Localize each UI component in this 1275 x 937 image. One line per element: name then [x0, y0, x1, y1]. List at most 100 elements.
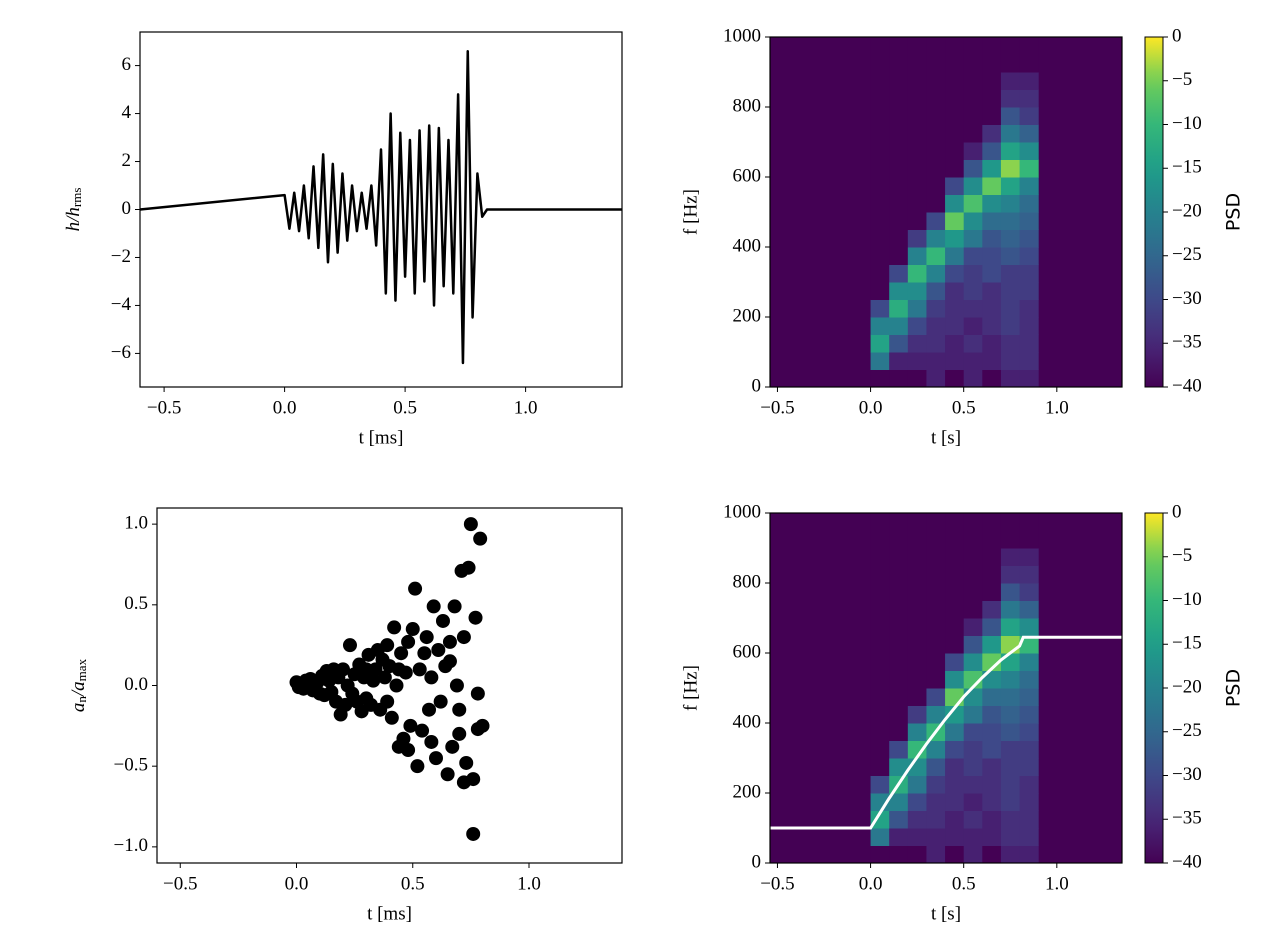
cell [945, 317, 965, 335]
cell [1000, 72, 1021, 90]
x-tick-label: −0.5 [163, 873, 197, 894]
cell [945, 618, 965, 636]
cell [870, 369, 890, 387]
cell [926, 653, 946, 671]
cell [907, 369, 927, 387]
cell [963, 653, 983, 671]
cell [1019, 282, 1039, 300]
cell [907, 583, 927, 601]
cell [982, 600, 1002, 619]
x-tick-label: 0.0 [859, 397, 883, 418]
cell [889, 264, 909, 283]
cell [870, 600, 890, 619]
point [394, 646, 409, 661]
point [424, 734, 439, 749]
point [342, 638, 357, 653]
point [431, 643, 446, 657]
x-tick-label: 1.0 [517, 873, 541, 894]
cell [926, 247, 946, 265]
cell [945, 72, 965, 90]
cell [1000, 89, 1021, 108]
x-axis-label: t [ms] [367, 903, 412, 924]
point [445, 739, 460, 754]
cell [870, 688, 890, 706]
cell [1019, 793, 1039, 811]
cell [982, 369, 1002, 387]
cell [889, 600, 909, 619]
cell [907, 618, 927, 636]
cell [982, 54, 1002, 73]
cell [963, 828, 983, 846]
point [452, 726, 467, 741]
cell [889, 317, 909, 335]
cell [1019, 530, 1039, 549]
cell [907, 653, 927, 671]
cell [889, 583, 909, 601]
cell [963, 530, 983, 549]
cell [926, 845, 946, 863]
y-tick-label: 600 [733, 641, 762, 662]
point [384, 710, 399, 725]
cell [907, 530, 927, 549]
point [417, 646, 432, 661]
cell [963, 600, 983, 619]
cell [945, 89, 965, 108]
y-axis-label: h/hrms [63, 188, 84, 232]
cell [1019, 758, 1039, 776]
cell [963, 723, 983, 741]
y-tick-label: 0 [752, 851, 762, 872]
point [426, 599, 441, 614]
cell [870, 159, 890, 178]
cell [870, 282, 890, 300]
cell [1019, 72, 1039, 90]
cell [963, 369, 983, 387]
cell [1000, 212, 1021, 230]
cell [926, 264, 946, 283]
cell [982, 282, 1002, 300]
y-axis-label: f [Hz] [680, 189, 701, 235]
cell [1000, 618, 1021, 636]
cell [870, 513, 890, 531]
x-tick-label: 0.0 [859, 873, 883, 894]
cell [963, 565, 983, 584]
cell [1000, 282, 1021, 300]
cell [907, 107, 927, 125]
cell [945, 299, 965, 318]
cell [926, 299, 946, 318]
cell [1019, 670, 1039, 689]
cell [907, 635, 927, 654]
cell [907, 845, 927, 863]
cell [945, 705, 965, 724]
cell [963, 618, 983, 636]
point [419, 630, 434, 645]
cell [1019, 828, 1039, 846]
cell [945, 159, 965, 178]
cell [926, 89, 946, 108]
cell [870, 229, 890, 248]
cell [1019, 369, 1039, 387]
cell [982, 740, 1002, 759]
cell [963, 159, 983, 178]
cell [963, 54, 983, 73]
colorbar-tick-label: −25 [1172, 720, 1202, 741]
cell [1019, 635, 1039, 654]
cell [1019, 565, 1039, 584]
cell [889, 72, 909, 90]
cell [907, 212, 927, 230]
y-tick-label: 400 [733, 235, 762, 256]
cell [1000, 107, 1021, 125]
cell [889, 282, 909, 300]
cell [945, 740, 965, 759]
cell [963, 845, 983, 863]
cell [1019, 317, 1039, 335]
cell [982, 299, 1002, 318]
cell [1000, 299, 1021, 318]
cell [926, 229, 946, 248]
cell [907, 688, 927, 706]
cell [1019, 89, 1039, 108]
cell [907, 54, 927, 73]
point [463, 517, 478, 532]
cell [1000, 247, 1021, 265]
cell [926, 775, 946, 794]
cell [907, 72, 927, 90]
